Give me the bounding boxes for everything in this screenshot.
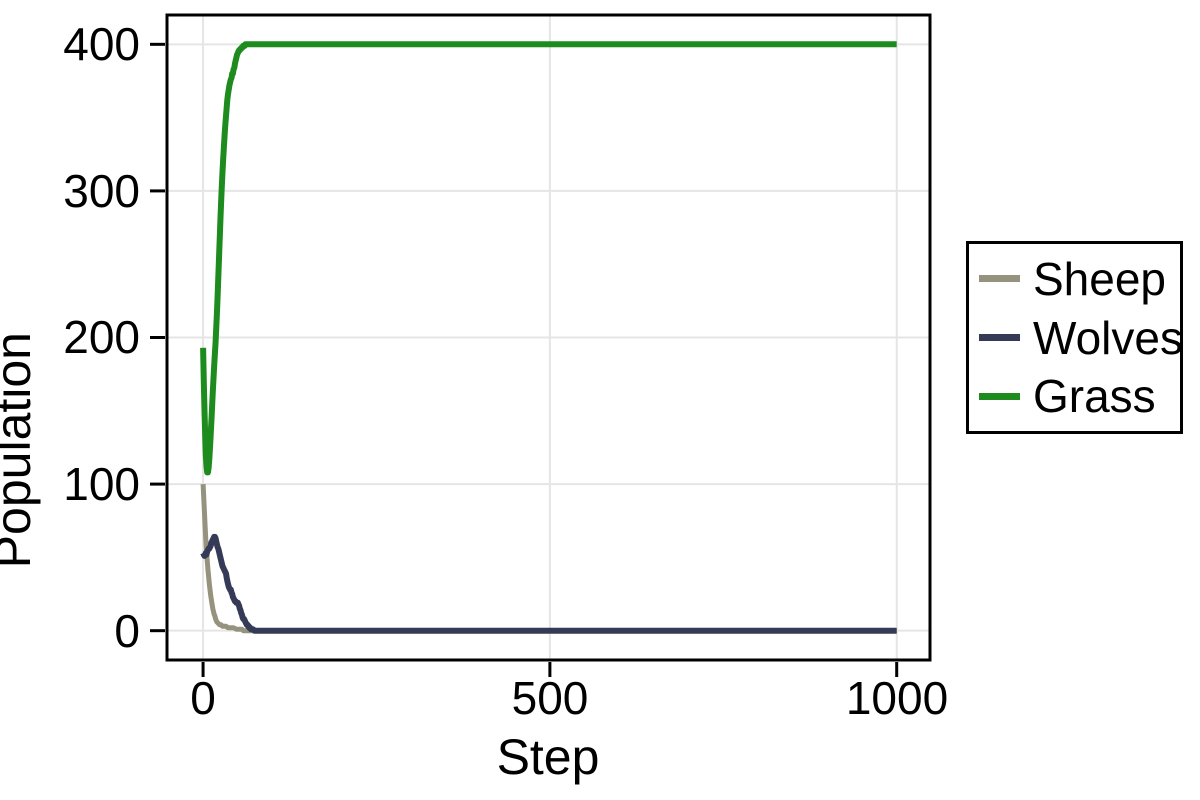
- x-tick-label-1000: 1000: [845, 672, 949, 724]
- legend-label-wolves: Wolves: [1033, 311, 1183, 364]
- legend-entry-sheep: Sheep: [979, 255, 1180, 303]
- x-tick-label-0: 0: [190, 672, 216, 724]
- sheep-line-swatch: [979, 275, 1020, 283]
- y-tick-label-0: 0: [114, 605, 140, 657]
- wolves-line-swatch: [979, 334, 1020, 341]
- y-tick-label-300: 300: [63, 165, 140, 217]
- series-line-wolves: [200, 533, 897, 634]
- y-tick-label-200: 200: [63, 311, 140, 363]
- legend-entry-wolves: Wolves: [979, 311, 1183, 364]
- y-axis-label-text: Population: [0, 332, 41, 569]
- x-axis-label: Step: [496, 729, 600, 785]
- y-tick-label-100: 100: [63, 458, 140, 510]
- plot-border: [165, 13, 932, 662]
- grass-line-swatch: [979, 392, 1020, 400]
- legend-label-sheep: Sheep: [1033, 252, 1167, 305]
- series-line-grass: [200, 41, 897, 476]
- y-tick-label-400: 400: [63, 18, 140, 70]
- x-tick-label-500: 500: [511, 672, 589, 724]
- legend-label-grass: Grass: [1033, 370, 1156, 423]
- series-line-sheep: [200, 483, 897, 634]
- legend-entry-grass: Grass: [979, 372, 1180, 420]
- legend: Sheep Wolves Grass: [966, 241, 1183, 434]
